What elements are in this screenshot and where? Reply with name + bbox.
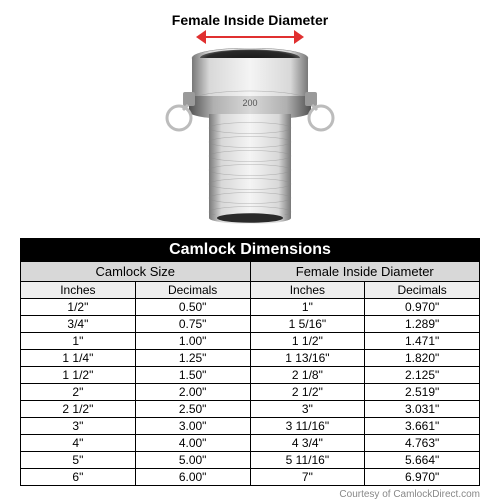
subheader-inches-1: Inches [21, 282, 136, 298]
table-body: 1/2"0.50"1"0.970"3/4"0.75"1 5/16"1.289"1… [21, 299, 479, 485]
subheader-decimals-1: Decimals [136, 282, 251, 298]
table-cell: 1/2" [21, 299, 136, 315]
table-title: Camlock Dimensions [21, 239, 479, 262]
table-row: 1"1.00"1 1/2"1.471" [21, 333, 479, 350]
table-cell: 2" [21, 384, 136, 400]
table-cell: 1.00" [136, 333, 251, 349]
table-cell: 1" [21, 333, 136, 349]
table-cell: 1.820" [365, 350, 479, 366]
table-cell: 1 1/2" [251, 333, 366, 349]
table-row: 1 1/4"1.25"1 13/16"1.820" [21, 350, 479, 367]
table-cell: 2 1/8" [251, 367, 366, 383]
table-row: 6"6.00"7"6.970" [21, 469, 479, 485]
table-cell: 2.125" [365, 367, 479, 383]
table-cell: 0.970" [365, 299, 479, 315]
table-cell: 2.00" [136, 384, 251, 400]
table-cell: 6" [21, 469, 136, 485]
table-cell: 6.970" [365, 469, 479, 485]
table-row: 4"4.00"4 3/4"4.763" [21, 435, 479, 452]
table-cell: 2.50" [136, 401, 251, 417]
table-cell: 0.75" [136, 316, 251, 332]
table-cell: 4 3/4" [251, 435, 366, 451]
table-cell: 1.50" [136, 367, 251, 383]
table-row: 5"5.00"5 11/16"5.664" [21, 452, 479, 469]
table-row: 1 1/2"1.50"2 1/8"2.125" [21, 367, 479, 384]
table-cell: 4" [21, 435, 136, 451]
table-cell: 1.25" [136, 350, 251, 366]
table-cell: 3.661" [365, 418, 479, 434]
table-cell: 1 1/4" [21, 350, 136, 366]
table-row: 1/2"0.50"1"0.970" [21, 299, 479, 316]
group-header-diameter: Female Inside Diameter [251, 262, 480, 281]
table-cell: 3.031" [365, 401, 479, 417]
table-cell: 5.664" [365, 452, 479, 468]
table-cell: 3 11/16" [251, 418, 366, 434]
table-row: 2 1/2"2.50"3"3.031" [21, 401, 479, 418]
table-cell: 3" [21, 418, 136, 434]
dimensions-table: Camlock Dimensions Camlock Size Female I… [20, 238, 480, 486]
table-cell: 1.471" [365, 333, 479, 349]
diagram-area: Female Inside Diameter [0, 0, 500, 238]
measurement-arrow [196, 30, 304, 44]
table-cell: 4.763" [365, 435, 479, 451]
table-cell: 1 5/16" [251, 316, 366, 332]
table-cell: 1 13/16" [251, 350, 366, 366]
svg-text:200: 200 [242, 98, 257, 108]
diagram-label: Female Inside Diameter [172, 12, 328, 28]
group-header-row: Camlock Size Female Inside Diameter [21, 262, 479, 282]
table-cell: 5 11/16" [251, 452, 366, 468]
table-cell: 4.00" [136, 435, 251, 451]
table-row: 3"3.00"3 11/16"3.661" [21, 418, 479, 435]
table-cell: 1" [251, 299, 366, 315]
credit-text: Courtesy of CamlockDirect.com [20, 489, 480, 500]
table-cell: 5" [21, 452, 136, 468]
group-header-size: Camlock Size [21, 262, 251, 281]
table-cell: 3" [251, 401, 366, 417]
table-cell: 2.519" [365, 384, 479, 400]
table-cell: 6.00" [136, 469, 251, 485]
subheader-decimals-2: Decimals [365, 282, 479, 298]
sub-header-row: Inches Decimals Inches Decimals [21, 282, 479, 299]
table-cell: 5.00" [136, 452, 251, 468]
table-cell: 1 1/2" [21, 367, 136, 383]
subheader-inches-2: Inches [251, 282, 366, 298]
table-cell: 0.50" [136, 299, 251, 315]
table-cell: 3/4" [21, 316, 136, 332]
camlock-fitting-illustration: 200 [165, 48, 335, 228]
table-cell: 2 1/2" [21, 401, 136, 417]
table-cell: 2 1/2" [251, 384, 366, 400]
table-cell: 7" [251, 469, 366, 485]
table-cell: 1.289" [365, 316, 479, 332]
table-row: 3/4"0.75"1 5/16"1.289" [21, 316, 479, 333]
table-cell: 3.00" [136, 418, 251, 434]
table-row: 2"2.00"2 1/2"2.519" [21, 384, 479, 401]
